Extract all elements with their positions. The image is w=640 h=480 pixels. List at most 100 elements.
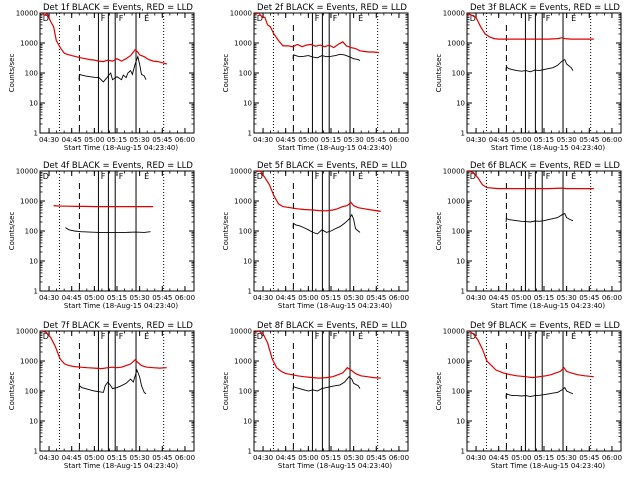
y-tick-label: 10000 xyxy=(16,10,38,18)
plot-title: Det 2f BLACK = Events, RED = LLD xyxy=(257,3,407,13)
x-axis-label: Start Time (18-Aug-15 04:23:40) xyxy=(278,144,392,152)
plot-frame xyxy=(39,170,195,292)
x-axis-label: Start Time (18-Aug-15 04:23:40) xyxy=(491,144,605,152)
flag-marker: E xyxy=(571,172,576,181)
y-tick-label: 10 xyxy=(456,100,465,108)
events-series-line xyxy=(65,227,151,233)
x-axis-label: Start Time (18-Aug-15 04:23:40) xyxy=(64,144,178,152)
x-tick-label: 06:00 xyxy=(175,136,195,144)
flag-marker: F xyxy=(101,332,106,341)
flag-marker: E xyxy=(144,332,149,341)
y-tick-label: 1 xyxy=(248,448,252,456)
y-tick-label: 10 xyxy=(29,258,38,266)
x-tick-label: 05:45 xyxy=(579,294,599,302)
x-tick-label: 06:00 xyxy=(389,136,409,144)
flag-marker: E xyxy=(358,14,363,23)
x-tick-label: 05:00 xyxy=(298,454,318,462)
x-tick-label: 06:00 xyxy=(602,454,622,462)
plot-title: Det 3f BLACK = Events, RED = LLD xyxy=(470,3,620,13)
y-tick-label: 100 xyxy=(239,388,252,396)
y-tick-label: 1000 xyxy=(447,198,465,206)
y-tick-label: 1 xyxy=(461,288,465,296)
y-axis-label: Counts/sec xyxy=(8,54,16,93)
y-tick-label: 100 xyxy=(452,70,465,78)
flag-marker: D xyxy=(257,14,263,23)
x-tick-label: 05:15 xyxy=(534,136,554,144)
lld-series-line xyxy=(254,13,380,54)
y-tick-label: 1000 xyxy=(447,358,465,366)
x-tick-label: 05:45 xyxy=(366,454,386,462)
x-tick-label: 05:15 xyxy=(107,294,127,302)
x-tick-label: 04:45 xyxy=(489,454,509,462)
plot-title: Det 1f BLACK = Events, RED = LLD xyxy=(43,3,193,13)
x-axis-label: Start Time (18-Aug-15 04:23:40) xyxy=(64,302,178,310)
flag-marker: E xyxy=(144,172,149,181)
y-tick-label: 10 xyxy=(29,418,38,426)
flag-marker: F xyxy=(528,332,533,341)
flag-marker: E xyxy=(358,332,363,341)
y-tick-label: 10000 xyxy=(443,328,465,336)
flag-marker: F xyxy=(546,332,551,341)
y-tick-label: 10 xyxy=(29,100,38,108)
x-tick-label: 04:30 xyxy=(253,294,273,302)
x-tick-label: 05:30 xyxy=(344,454,364,462)
x-tick-label: 04:30 xyxy=(39,136,59,144)
x-tick-label: 05:15 xyxy=(107,454,127,462)
y-tick-label: 1 xyxy=(461,448,465,456)
y-tick-label: 10000 xyxy=(230,168,252,176)
x-tick-label: 04:30 xyxy=(466,454,486,462)
flag-marker: F xyxy=(101,14,106,23)
x-tick-label: 04:45 xyxy=(62,136,82,144)
detector-panel: 1 10 100 1000 10000 04:30 04:45 05:00 05:15 05:30… xyxy=(8,321,195,470)
flag-marker: D xyxy=(470,332,476,341)
flag-marker: D xyxy=(43,332,49,341)
x-tick-label: 05:00 xyxy=(298,294,318,302)
y-tick-label: 10000 xyxy=(16,168,38,176)
x-tick-label: 05:00 xyxy=(511,136,531,144)
y-tick-label: 1000 xyxy=(20,358,38,366)
x-tick-label: 04:45 xyxy=(276,294,296,302)
x-tick-label: 06:00 xyxy=(602,294,622,302)
y-axis-label: Counts/sec xyxy=(8,372,16,411)
plot-title: Det 4f BLACK = Events, RED = LLD xyxy=(43,161,193,171)
y-tick-label: 100 xyxy=(25,70,38,78)
x-tick-label: 05:15 xyxy=(321,136,341,144)
events-series-line xyxy=(292,376,361,392)
y-tick-label: 1000 xyxy=(20,198,38,206)
x-tick-label: 05:45 xyxy=(152,294,172,302)
flag-marker: F xyxy=(315,172,320,181)
flag-marker: D xyxy=(470,172,476,181)
flag-marker: D xyxy=(257,332,263,341)
x-tick-label: 06:00 xyxy=(175,294,195,302)
plot-frame xyxy=(466,330,622,452)
x-tick-label: 05:30 xyxy=(344,136,364,144)
events-series-line xyxy=(78,55,147,83)
events-series-line xyxy=(505,213,574,223)
x-tick-label: 04:45 xyxy=(276,454,296,462)
y-tick-label: 10 xyxy=(456,258,465,266)
plot-title: Det 5f BLACK = Events, RED = LLD xyxy=(257,161,407,171)
y-tick-label: 1 xyxy=(34,288,38,296)
flag-marker: F xyxy=(119,332,124,341)
x-axis-label: Start Time (18-Aug-15 04:23:40) xyxy=(491,462,605,470)
flag-marker: E xyxy=(571,14,576,23)
lld-series-line xyxy=(254,331,381,379)
y-tick-label: 10000 xyxy=(443,168,465,176)
y-tick-label: 1 xyxy=(461,130,465,138)
x-tick-label: 05:30 xyxy=(557,454,577,462)
lld-series-line xyxy=(467,13,594,40)
x-tick-label: 04:45 xyxy=(276,136,296,144)
flag-marker: E xyxy=(144,14,149,23)
x-tick-label: 05:45 xyxy=(152,136,172,144)
events-series-line xyxy=(505,386,574,398)
flag-marker: F xyxy=(333,172,338,181)
x-tick-label: 06:00 xyxy=(389,294,409,302)
flag-marker: E xyxy=(358,172,363,181)
flag-marker: F xyxy=(333,332,338,341)
x-tick-label: 06:00 xyxy=(175,454,195,462)
flag-marker: F xyxy=(528,14,533,23)
x-tick-label: 05:45 xyxy=(366,294,386,302)
y-tick-label: 100 xyxy=(25,388,38,396)
flag-marker: D xyxy=(257,172,263,181)
